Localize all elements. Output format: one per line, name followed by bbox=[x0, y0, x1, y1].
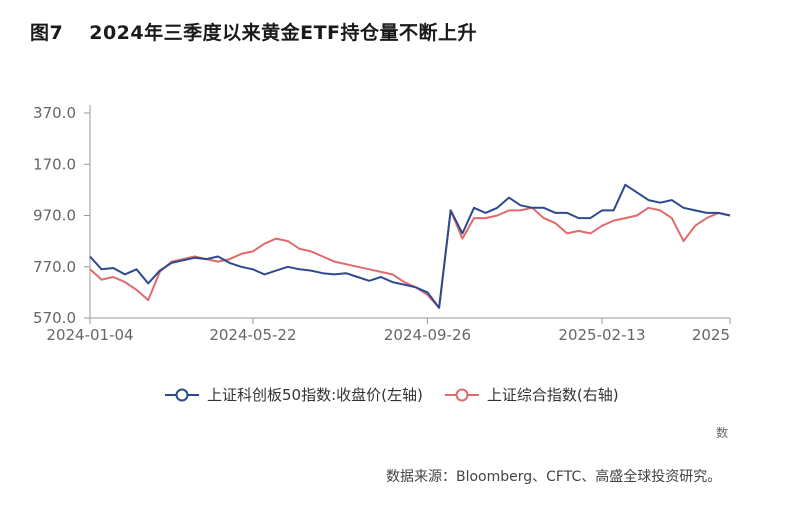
line-chart: 570.0 770.0 970.0 170.0 370.0 2024-01-04 2024-… bbox=[33, 104, 731, 344]
x-tick-label: 2025-02-13 bbox=[558, 326, 645, 344]
series-line-sse bbox=[89, 206, 731, 309]
clipped-note: 数 bbox=[716, 426, 729, 440]
y-tick-label: 770.0 bbox=[33, 258, 76, 276]
x-tick-label: 2025 bbox=[692, 326, 730, 344]
legend-marker-kc50 bbox=[165, 388, 199, 401]
legend-item-sse: 上证综合指数(右轴) bbox=[444, 384, 619, 405]
figure-title: 图7 2024年三季度以来黄金ETF持仓量不断上升 bbox=[30, 18, 477, 45]
legend-label-kc50: 上证科创板50指数:收盘价(左轴) bbox=[207, 386, 423, 404]
source-note: 数据来源：Bloomberg、CFTC、高盛全球投资研究。 bbox=[386, 469, 722, 485]
legend-item-kc50: 上证科创板50指数:收盘价(左轴) bbox=[165, 384, 423, 405]
chart-series bbox=[89, 183, 731, 309]
x-tick-label: 2024-09-26 bbox=[384, 326, 471, 344]
x-tick-label: 2024-01-04 bbox=[46, 326, 133, 344]
legend-label-sse: 上证综合指数(右轴) bbox=[486, 386, 619, 404]
y-tick-label: 570.0 bbox=[33, 309, 76, 327]
legend-marker-sse bbox=[444, 388, 479, 401]
y-tick-label: 170.0 bbox=[33, 155, 76, 173]
figure-title-text: 2024年三季度以来黄金ETF持仓量不断上升 bbox=[89, 22, 478, 44]
chart-tick-labels: 570.0 770.0 970.0 170.0 370.0 2024-01-04 2024-… bbox=[33, 104, 730, 344]
figure-number: 图7 bbox=[30, 22, 64, 44]
series-line-kc50 bbox=[89, 183, 731, 309]
y-tick-label: 370.0 bbox=[33, 104, 76, 122]
x-tick-label: 2024-05-22 bbox=[209, 326, 296, 344]
y-tick-label: 970.0 bbox=[33, 207, 76, 225]
chart-axes bbox=[84, 105, 731, 324]
chart-legend: 上证科创板50指数:收盘价(左轴) 上证综合指数(右轴) bbox=[165, 384, 641, 405]
